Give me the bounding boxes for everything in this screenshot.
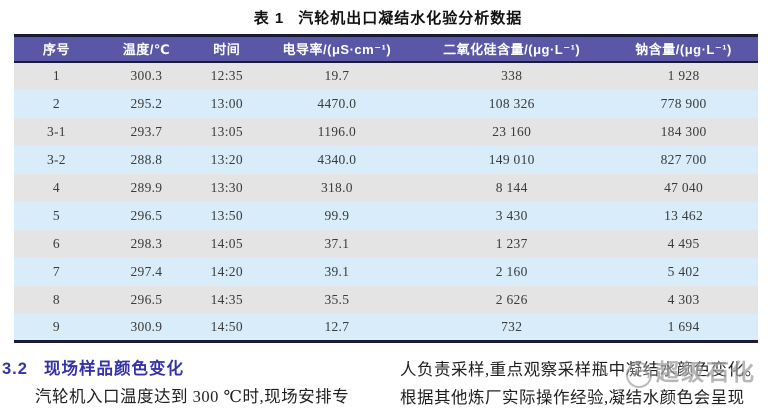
table-row: 9 300.9 14:50 12.7 732 1 694 — [14, 313, 758, 342]
cell-conductivity: 39.1 — [324, 263, 350, 279]
cell-silica: 338 — [501, 68, 523, 83]
table-row: 6 298.3 14:05 37.1 1 237 4 495 — [14, 229, 758, 258]
cell-time: 13:50 — [210, 207, 243, 223]
cell-silica: 8 144 — [495, 179, 528, 195]
cell-time: 14:20 — [210, 263, 243, 279]
col-header-seq: 序号 — [14, 35, 99, 63]
cell-time: 13:30 — [210, 179, 243, 195]
cell-time: 13:20 — [210, 151, 243, 167]
cell-seq: 2 — [52, 95, 60, 111]
cell-time: 14:05 — [210, 235, 243, 251]
cell-seq: 6 — [52, 235, 60, 251]
col-header-time: 时间 — [194, 35, 260, 63]
table-row: 3-1 293.7 13:05 1196.0 23 160 184 300 — [14, 117, 758, 146]
cell-seq: 5 — [52, 207, 60, 223]
cell-conductivity: 4340.0 — [317, 151, 357, 167]
col-header-sodium: 钠含量/(μg·L⁻¹) — [609, 35, 758, 63]
cell-sodium: 778 900 — [660, 95, 707, 111]
left-paragraph: 汽轮机入口温度达到 300 ℃时,现场安排专 — [35, 387, 350, 406]
table-row: 2 295.2 13:00 4470.0 108 326 778 900 — [14, 89, 758, 118]
cell-conductivity: 12.7 — [324, 318, 350, 334]
cell-temperature: 296.5 — [130, 207, 163, 223]
body-text-columns: 3.2 现场样品颜色变化 汽轮机入口温度达到 300 ℃时,现场安排专 人负责采样… — [2, 356, 774, 412]
cell-silica: 149 010 — [488, 151, 535, 167]
section-heading-number: 3.2 — [2, 360, 28, 378]
cell-seq: 4 — [52, 179, 60, 195]
cell-temperature: 288.8 — [130, 151, 163, 167]
cell-sodium: 1 694 — [667, 318, 700, 334]
cell-conductivity: 4470.0 — [317, 95, 357, 111]
cell-seq: 7 — [52, 263, 60, 279]
col-header-conductivity: 电导率/(μS·cm⁻¹) — [259, 35, 415, 63]
table-caption-label: 表 1 — [253, 10, 285, 27]
cell-temperature: 296.5 — [130, 291, 163, 307]
cell-conductivity: 37.1 — [324, 235, 350, 251]
table-row: 1 300.3 12:35 19.7 338 1 928 — [14, 61, 758, 90]
cell-seq: 9 — [52, 318, 60, 334]
table-caption: 表 1 汽轮机出口凝结水化验分析数据 — [0, 0, 776, 28]
right-paragraph-line2: 根据其他炼厂实际操作经验,凝结水颜色会呈现 — [400, 388, 745, 407]
cell-sodium: 4 495 — [667, 235, 700, 251]
cell-silica: 3 430 — [495, 207, 528, 223]
section-heading-title: 现场样品颜色变化 — [43, 360, 184, 378]
cell-temperature: 297.4 — [130, 263, 163, 279]
table-row: 8 296.5 14:35 35.5 2 626 4 303 — [14, 285, 758, 314]
cell-temperature: 300.3 — [130, 68, 163, 83]
cell-sodium: 47 040 — [664, 179, 704, 195]
table-caption-text: 汽轮机出口凝结水化验分析数据 — [298, 10, 523, 27]
cell-conductivity: 19.7 — [324, 68, 350, 83]
cell-silica: 2 626 — [495, 291, 528, 307]
cell-silica: 108 326 — [488, 95, 535, 111]
cell-conductivity: 1196.0 — [317, 123, 357, 139]
cell-temperature: 295.2 — [130, 95, 163, 111]
cell-silica: 23 160 — [492, 123, 532, 139]
left-column: 3.2 现场样品颜色变化 汽轮机入口温度达到 300 ℃时,现场安排专 — [2, 356, 376, 412]
cell-conductivity: 318.0 — [320, 179, 353, 195]
cell-sodium: 184 300 — [660, 123, 707, 139]
cell-sodium: 827 700 — [660, 151, 707, 167]
col-header-temperature: 温度/℃ — [98, 35, 195, 63]
cell-time: 14:50 — [210, 318, 243, 334]
cell-time: 14:35 — [210, 291, 243, 307]
cell-temperature: 298.3 — [130, 235, 163, 251]
cell-temperature: 300.9 — [130, 318, 163, 334]
table-header-row: 序号 温度/℃ 时间 电导率/(μS·cm⁻¹) 二氧化硅含量/(μg·L⁻¹)… — [14, 35, 758, 63]
cell-temperature: 293.7 — [130, 123, 163, 139]
cell-sodium: 1 928 — [667, 68, 700, 83]
table-row: 5 296.5 13:50 99.9 3 430 13 462 — [14, 201, 758, 230]
condensate-analysis-table: 序号 温度/℃ 时间 电导率/(μS·cm⁻¹) 二氧化硅含量/(μg·L⁻¹)… — [14, 34, 758, 343]
section-heading: 3.2 现场样品颜色变化 — [2, 356, 376, 383]
cell-time: 12:35 — [210, 68, 243, 83]
cell-sodium: 4 303 — [667, 291, 700, 307]
right-paragraph-line1: 人负责采样,重点观察采样瓶中凝结水颜色变化。 — [400, 360, 762, 379]
cell-seq: 8 — [52, 291, 60, 307]
table-row: 7 297.4 14:20 39.1 2 160 5 402 — [14, 257, 758, 286]
cell-time: 13:05 — [210, 123, 243, 139]
right-column: 人负责采样,重点观察采样瓶中凝结水颜色变化。 根据其他炼厂实际操作经验,凝结水颜… — [400, 356, 774, 412]
table-row: 4 289.9 13:30 318.0 8 144 47 040 — [14, 173, 758, 202]
cell-silica: 732 — [501, 318, 523, 334]
cell-conductivity: 99.9 — [324, 207, 350, 223]
cell-time: 13:00 — [210, 95, 243, 111]
cell-sodium: 13 462 — [664, 207, 704, 223]
cell-sodium: 5 402 — [667, 263, 700, 279]
cell-seq: 1 — [52, 68, 60, 83]
table-row: 3-2 288.8 13:20 4340.0 149 010 827 700 — [14, 145, 758, 174]
cell-silica: 1 237 — [495, 235, 528, 251]
col-header-silica: 二氧化硅含量/(μg·L⁻¹) — [414, 35, 610, 63]
cell-conductivity: 35.5 — [324, 291, 350, 307]
cell-temperature: 289.9 — [130, 179, 163, 195]
cell-seq: 3-1 — [46, 123, 66, 139]
cell-seq: 3-2 — [46, 151, 66, 167]
cell-silica: 2 160 — [495, 263, 528, 279]
